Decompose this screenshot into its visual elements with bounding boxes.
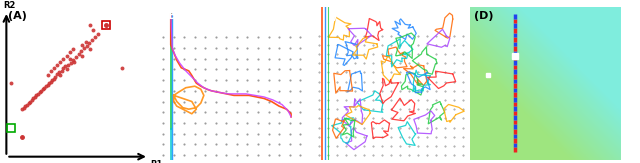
Text: (C): (C) [319, 11, 337, 21]
Point [82, 45, 92, 48]
Point [55, 60, 65, 63]
Point [45, 70, 56, 72]
Point [68, 48, 78, 51]
Point [49, 77, 59, 80]
Text: R2: R2 [3, 1, 15, 10]
Point [36, 89, 46, 92]
Point [84, 42, 94, 45]
Point [87, 39, 97, 42]
Point [31, 94, 42, 97]
Point [45, 80, 56, 83]
Point [42, 83, 52, 86]
Point [44, 82, 54, 84]
Point [117, 67, 127, 69]
Point [65, 51, 75, 54]
Point [66, 62, 76, 65]
Point [35, 91, 45, 94]
Point [38, 88, 48, 91]
Point [60, 65, 70, 68]
Text: (A): (A) [8, 11, 27, 21]
Point [33, 93, 43, 95]
Point [22, 103, 32, 106]
Point [47, 79, 58, 81]
Text: (D): (D) [474, 11, 494, 21]
Point [65, 57, 75, 60]
Point [27, 99, 37, 101]
Point [69, 60, 79, 63]
Point [19, 106, 29, 109]
Point [79, 47, 89, 49]
Point [63, 63, 73, 66]
Point [52, 73, 62, 75]
Point [77, 44, 88, 46]
Point [41, 85, 51, 88]
Point [24, 102, 34, 104]
Point [61, 54, 72, 57]
Point [101, 24, 111, 26]
Point [42, 74, 52, 77]
Text: R1: R1 [150, 160, 163, 163]
Text: (B): (B) [163, 11, 182, 21]
Point [54, 71, 64, 74]
Point [90, 36, 100, 38]
Point [81, 40, 91, 43]
Point [20, 105, 31, 107]
Point [68, 59, 78, 61]
Point [52, 63, 62, 66]
Point [85, 48, 95, 51]
Point [58, 67, 68, 69]
Point [93, 33, 103, 35]
Point [76, 50, 86, 52]
Point [28, 97, 38, 100]
Point [51, 76, 61, 78]
Point [55, 74, 65, 77]
Point [25, 100, 35, 103]
Point [61, 68, 72, 71]
Point [17, 108, 28, 111]
Point [74, 53, 84, 55]
Point [88, 28, 99, 31]
Point [39, 86, 49, 89]
Point [58, 57, 68, 60]
Point [71, 56, 81, 58]
Point [6, 82, 16, 84]
Point [49, 67, 59, 69]
Point [77, 54, 88, 57]
Point [29, 96, 40, 98]
Point [85, 24, 95, 26]
Point [57, 70, 67, 72]
